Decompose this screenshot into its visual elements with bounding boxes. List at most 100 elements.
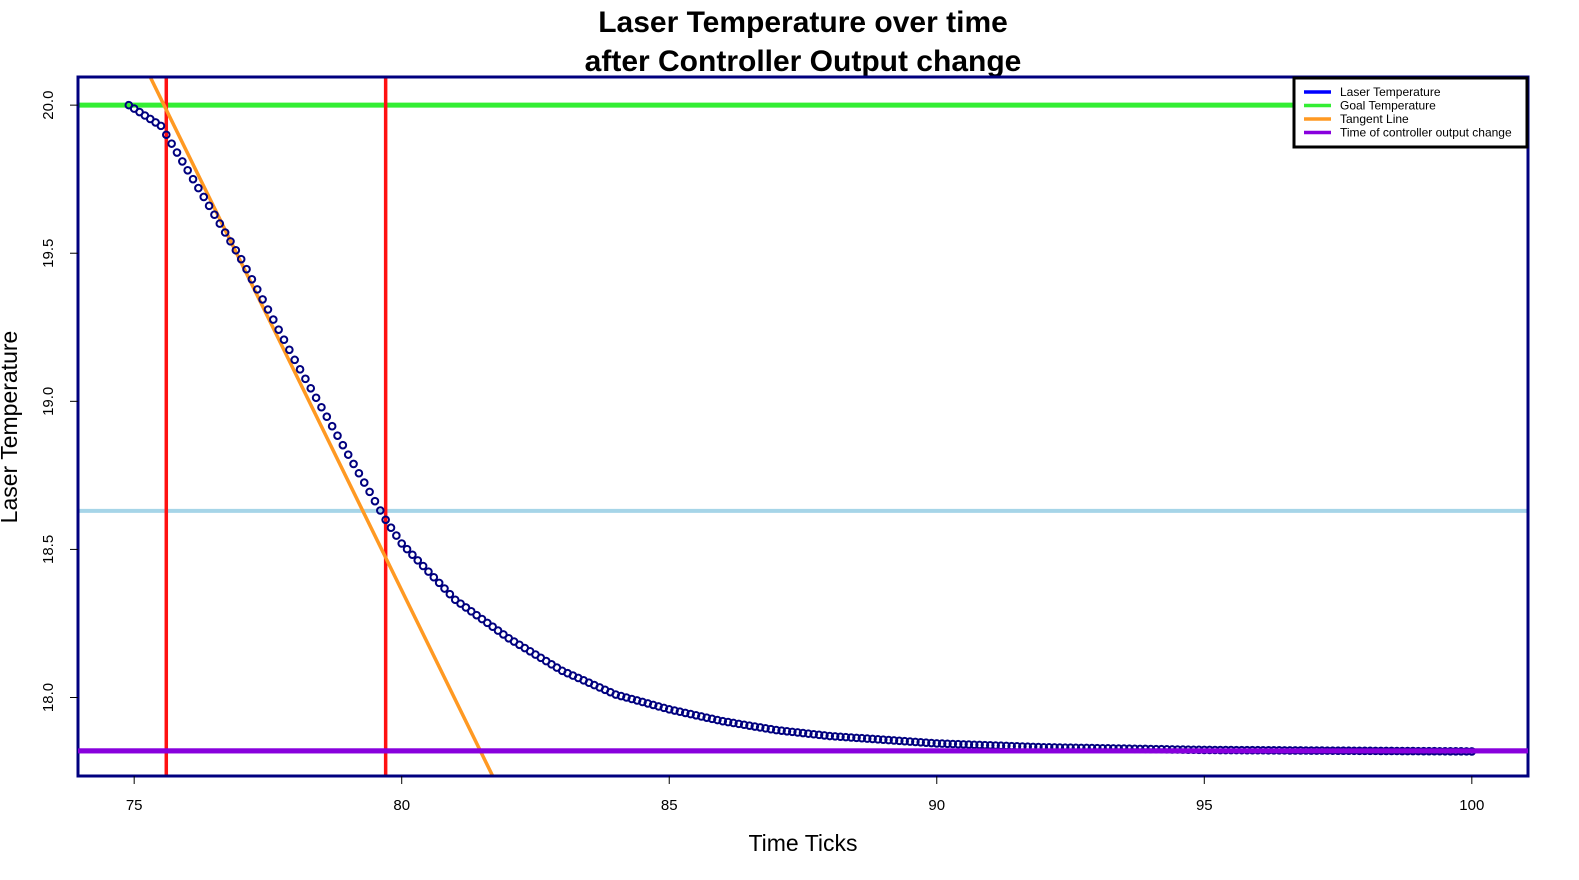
y-tick-label: 18.5 bbox=[40, 535, 57, 564]
legend-label: Laser Temperature bbox=[1340, 85, 1441, 99]
temperature-point bbox=[841, 732, 851, 742]
temperature-point bbox=[183, 165, 192, 175]
temperature-point bbox=[702, 713, 711, 722]
reference-lines bbox=[78, 77, 1528, 776]
x-tick-label: 85 bbox=[661, 797, 678, 814]
temperature-point bbox=[852, 733, 861, 743]
temperature-point bbox=[258, 295, 267, 304]
temperature-point bbox=[905, 737, 915, 746]
temperature-point bbox=[916, 738, 926, 747]
temperature-point bbox=[242, 264, 251, 274]
temperature-point bbox=[499, 630, 508, 639]
temperature-point bbox=[766, 724, 776, 734]
temperature-point bbox=[199, 192, 209, 202]
tangent-line bbox=[148, 77, 495, 776]
temperature-point bbox=[215, 219, 225, 228]
temperature-point bbox=[445, 589, 455, 599]
temperature-point bbox=[247, 274, 257, 284]
temperature-point bbox=[670, 706, 679, 715]
temperature-point bbox=[365, 487, 374, 497]
temperature-point bbox=[279, 335, 289, 345]
temperature-point bbox=[953, 739, 963, 749]
axes: 75 80 85 90 95 100 18.0 18.5 19.0 19.5 20.0 bbox=[40, 75, 1530, 814]
temperature-point bbox=[680, 708, 690, 718]
temperature-point bbox=[718, 716, 728, 726]
temperature-point bbox=[274, 325, 283, 334]
temperature-point bbox=[268, 315, 278, 324]
temperature-point bbox=[750, 722, 760, 731]
temperature-point bbox=[975, 740, 984, 750]
temperature-point bbox=[937, 739, 947, 748]
temperature-point bbox=[969, 740, 979, 750]
temperature-point bbox=[878, 735, 888, 745]
temperature-point bbox=[220, 228, 230, 237]
temperature-point bbox=[793, 728, 802, 737]
legend-box bbox=[1292, 76, 1529, 149]
temperature-point bbox=[466, 607, 476, 616]
temperature-point bbox=[231, 245, 241, 255]
temperature-point bbox=[697, 712, 706, 721]
temperature-point bbox=[964, 740, 974, 749]
temperature-point bbox=[691, 710, 701, 720]
temperature-point bbox=[723, 717, 733, 727]
x-tick-label: 75 bbox=[126, 797, 143, 814]
temperature-point bbox=[392, 531, 401, 540]
y-axis-label: Laser Temperature bbox=[0, 331, 22, 524]
y-tick-label: 19.0 bbox=[40, 387, 57, 416]
temperature-point bbox=[456, 599, 465, 608]
temperature-point bbox=[472, 610, 481, 620]
temperature-point bbox=[376, 506, 385, 515]
temperature-point bbox=[932, 739, 942, 748]
temperature-point bbox=[745, 721, 754, 730]
temperature-point bbox=[370, 496, 380, 506]
temperature-point bbox=[172, 148, 182, 157]
x-tick-label: 80 bbox=[393, 797, 410, 814]
temperature-point bbox=[210, 210, 219, 220]
temperature-point bbox=[161, 130, 171, 140]
temperature-points bbox=[124, 100, 1477, 756]
temperature-point bbox=[285, 345, 294, 355]
plot-frame bbox=[76, 75, 1530, 778]
temperature-point bbox=[739, 720, 749, 730]
temperature-point bbox=[734, 719, 744, 729]
temperature-point bbox=[156, 121, 166, 131]
temperature-point bbox=[359, 478, 369, 487]
temperature-point bbox=[809, 729, 819, 739]
temperature-point bbox=[424, 567, 433, 576]
temperature-point bbox=[804, 729, 813, 738]
temperature-point bbox=[429, 572, 439, 582]
x-tick-label: 100 bbox=[1459, 797, 1484, 814]
legend-label: Time of controller output change bbox=[1340, 126, 1512, 140]
temperature-point bbox=[873, 735, 883, 744]
temperature-point bbox=[386, 523, 396, 532]
temperature-point bbox=[729, 718, 738, 728]
temperature-point bbox=[664, 705, 674, 714]
temperature-point bbox=[921, 738, 931, 747]
temperature-point bbox=[178, 157, 187, 166]
legend-label: Tangent Line bbox=[1340, 112, 1409, 126]
temperature-point bbox=[771, 725, 781, 735]
temperature-point bbox=[846, 733, 856, 742]
temperature-point bbox=[686, 709, 695, 719]
temperature-point bbox=[713, 715, 722, 725]
temperature-point bbox=[413, 556, 423, 565]
temperature-point bbox=[862, 734, 872, 743]
temperature-point bbox=[868, 734, 877, 744]
temperature-point bbox=[252, 285, 262, 294]
y-tick-label: 19.5 bbox=[40, 239, 57, 268]
temperature-point bbox=[830, 732, 840, 741]
temperature-point bbox=[927, 738, 936, 748]
temperature-point bbox=[707, 714, 717, 724]
temperature-point bbox=[836, 732, 845, 742]
temperature-point bbox=[798, 728, 808, 738]
temperature-point bbox=[761, 724, 770, 733]
temperature-point bbox=[959, 740, 968, 749]
temperature-point bbox=[418, 561, 428, 571]
temperature-point bbox=[290, 355, 299, 365]
temperature-point bbox=[889, 736, 899, 745]
temperature-point bbox=[194, 183, 203, 193]
temperature-point bbox=[782, 726, 792, 736]
temperature-point bbox=[777, 726, 786, 735]
